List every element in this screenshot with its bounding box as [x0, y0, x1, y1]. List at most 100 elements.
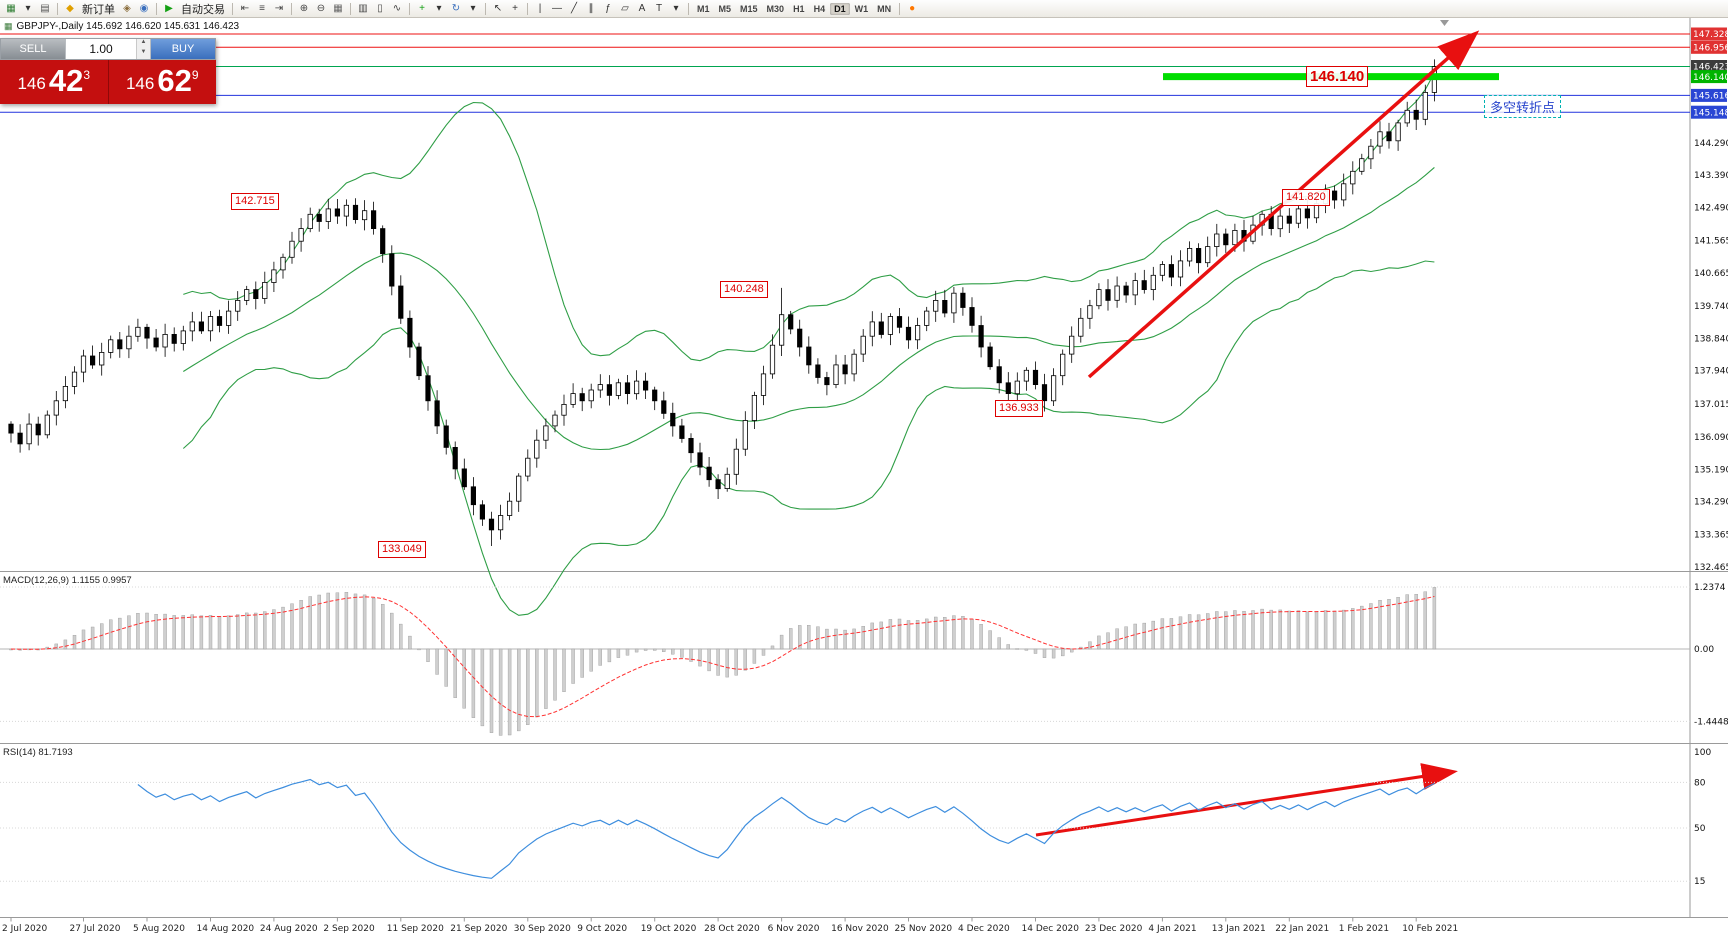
channel-icon[interactable]: ∥ [588, 2, 594, 14]
macd-axis: 1.2374 0.00 -1.4448 [1694, 583, 1728, 727]
svg-text:2 Sep 2020: 2 Sep 2020 [323, 924, 375, 934]
svg-text:9 Oct 2020: 9 Oct 2020 [577, 924, 627, 934]
chart-window-icon: ▦ [4, 21, 13, 31]
tf-d1-button[interactable]: D1 [830, 2, 850, 15]
arrows-tool-icon[interactable]: ▾ [673, 2, 679, 14]
templates-dropdown-icon[interactable]: ▾ [470, 2, 476, 14]
turning-point-label[interactable]: 多空转折点 [1484, 95, 1562, 118]
align-right-icon[interactable]: ⇥ [274, 2, 284, 14]
svg-text:137.940: 137.940 [1694, 367, 1728, 377]
horizontal-line-icon[interactable]: ― [552, 2, 562, 14]
crosshair-icon[interactable]: + [512, 2, 518, 14]
svg-text:146.423: 146.423 [1693, 63, 1728, 73]
trend-arrow-rsi[interactable] [1035, 763, 1458, 837]
fibonacci-icon[interactable]: ƒ [605, 2, 611, 14]
align-left-icon[interactable]: ⇤ [240, 2, 250, 14]
svg-text:138.840: 138.840 [1694, 334, 1728, 344]
sell-price[interactable]: 146 42 3 [0, 60, 108, 104]
svg-text:0.00: 0.00 [1694, 645, 1714, 655]
cursor-icon[interactable]: ↖ [493, 2, 503, 14]
volume-value[interactable]: 1.00 [89, 42, 113, 56]
tf-m30-button[interactable]: M30 [766, 3, 785, 14]
toolbar-separator [899, 2, 901, 15]
new-order-icon[interactable]: ◆ [66, 2, 74, 14]
svg-text:134.290: 134.290 [1694, 498, 1728, 508]
profiles-icon[interactable]: ▤ [40, 2, 50, 14]
svg-text:16 Nov 2020: 16 Nov 2020 [831, 924, 889, 934]
svg-text:146.140: 146.140 [1693, 73, 1728, 83]
volume-field[interactable]: 1.00 ▲ ▼ [65, 39, 151, 59]
cycles-icon[interactable]: ↻ [451, 2, 461, 14]
add-indicator-icon[interactable]: + [419, 2, 425, 14]
grid-icon[interactable]: ▦ [333, 2, 343, 14]
chart-shift-marker[interactable] [1440, 20, 1449, 26]
candlestick-chart-icon[interactable]: ▯ [377, 2, 383, 14]
candles-group [8, 59, 1437, 546]
align-justify-icon[interactable]: ≡ [259, 2, 265, 14]
tf-m15-button[interactable]: M15 [740, 3, 758, 14]
tf-m5-button[interactable]: M5 [718, 3, 732, 14]
new-chart-dropdown-icon[interactable]: ▾ [25, 2, 31, 14]
new-order-button[interactable]: 新订单 [82, 3, 115, 16]
annotation-133-049[interactable]: 133.049 [378, 541, 426, 558]
trendline-icon[interactable]: ╱ [570, 2, 578, 14]
tf-m1-button[interactable]: M1 [697, 3, 710, 14]
svg-text:145.148: 145.148 [1693, 108, 1728, 118]
bars-chart-icon[interactable]: ▥ [358, 2, 368, 14]
tf-w1-button[interactable]: W1 [854, 3, 869, 14]
svg-text:21 Sep 2020: 21 Sep 2020 [450, 924, 507, 934]
zoom-out-icon[interactable]: ⊖ [316, 2, 326, 14]
svg-text:5 Aug 2020: 5 Aug 2020 [133, 924, 185, 934]
svg-text:24 Aug 2020: 24 Aug 2020 [260, 924, 318, 934]
line-chart-icon[interactable]: ∿ [392, 2, 402, 14]
chart-title: ▦ GBPJPY-,Daily 145.692 146.620 145.631 … [4, 21, 239, 32]
svg-text:137.015: 137.015 [1694, 400, 1728, 410]
sell-price-big-figure: 146 [17, 74, 46, 93]
buy-price[interactable]: 146 62 9 [107, 60, 217, 104]
shapes-icon[interactable]: ▱ [621, 2, 629, 14]
svg-text:10 Feb 2021: 10 Feb 2021 [1402, 924, 1458, 934]
svg-text:145.616: 145.616 [1693, 92, 1728, 102]
terminal-icon[interactable]: ◈ [123, 2, 131, 14]
tf-mn-button[interactable]: MN [877, 3, 892, 14]
svg-text:4 Dec 2020: 4 Dec 2020 [958, 924, 1010, 934]
svg-text:4 Jan 2021: 4 Jan 2021 [1148, 924, 1196, 934]
annotation-140-248[interactable]: 140.248 [720, 281, 768, 298]
annotation-142-715[interactable]: 142.715 [231, 193, 279, 210]
svg-text:141.565: 141.565 [1694, 237, 1728, 247]
vertical-line-icon[interactable]: | [538, 2, 542, 14]
svg-text:14 Aug 2020: 14 Aug 2020 [197, 924, 255, 934]
sell-button[interactable]: SELL [1, 39, 65, 59]
svg-text:23 Dec 2020: 23 Dec 2020 [1085, 924, 1143, 934]
macd-indicator-label: MACD(12,26,9) 1.1155 0.9957 [3, 575, 132, 586]
panel-separators[interactable] [0, 18, 1728, 918]
indicator-dropdown-icon[interactable]: ▾ [436, 2, 442, 14]
svg-text:22 Jan 2021: 22 Jan 2021 [1275, 924, 1329, 934]
svg-text:139.740: 139.740 [1694, 302, 1728, 312]
rsi-line [137, 778, 1435, 879]
new-chart-icon[interactable]: ▦ [6, 2, 16, 14]
buy-button[interactable]: BUY [151, 39, 215, 59]
svg-text:25 Nov 2020: 25 Nov 2020 [895, 924, 953, 934]
annotation-136-933[interactable]: 136.933 [995, 400, 1043, 417]
tf-h4-button[interactable]: H4 [813, 3, 826, 14]
macd-histogram [9, 587, 1437, 736]
tf-h1-button[interactable]: H1 [793, 3, 805, 14]
zoom-in-icon[interactable]: ⊕ [299, 2, 309, 14]
annotation-141-820[interactable]: 141.820 [1282, 189, 1330, 206]
svg-text:147.328: 147.328 [1693, 30, 1728, 40]
text-icon[interactable]: A [638, 2, 646, 14]
buy-price-pips: 62 [157, 63, 192, 98]
autotrading-button[interactable]: 自动交易 [181, 3, 225, 16]
volume-up-stepper[interactable]: ▲ [137, 39, 150, 49]
autotrading-icon[interactable]: ▶ [165, 2, 173, 14]
volume-down-stepper[interactable]: ▼ [137, 49, 150, 59]
annotation-146-140[interactable]: 146.140 [1306, 66, 1369, 87]
trend-arrow-main[interactable] [1087, 30, 1480, 379]
market-watch-icon[interactable]: ◉ [139, 2, 149, 14]
mql5-community-icon[interactable]: ● [909, 2, 916, 14]
svg-text:30 Sep 2020: 30 Sep 2020 [514, 924, 571, 934]
svg-text:6 Nov 2020: 6 Nov 2020 [768, 924, 820, 934]
text-label-icon[interactable]: T [655, 2, 663, 14]
